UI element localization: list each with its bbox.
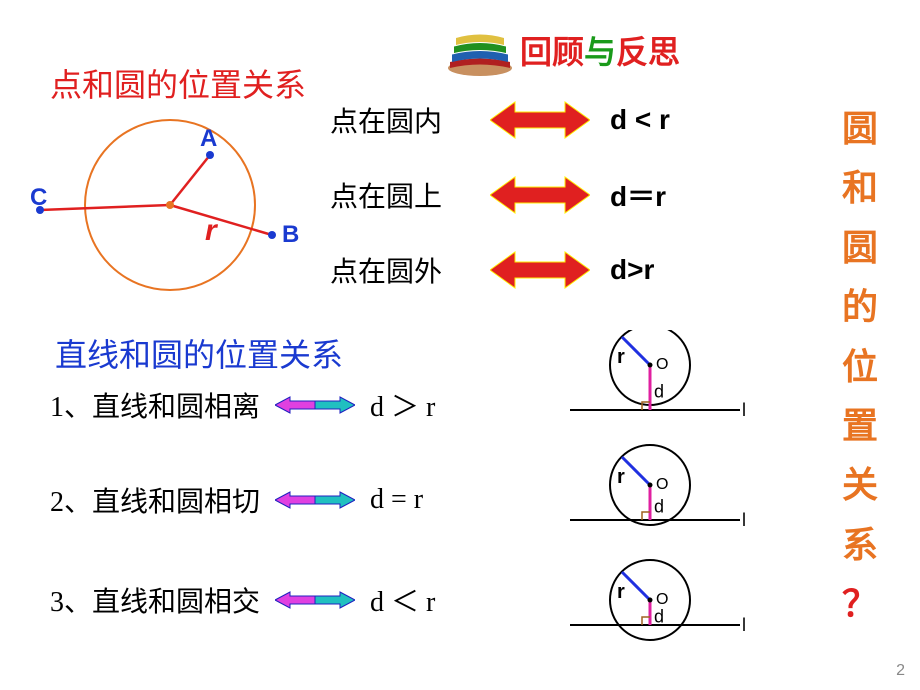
formula: d < r bbox=[610, 104, 670, 136]
line-circle-diagram: r O d l bbox=[560, 545, 740, 645]
svg-text:A: A bbox=[200, 125, 217, 152]
svg-text:l: l bbox=[742, 510, 746, 530]
formula: d ＜ r bbox=[370, 580, 435, 620]
row-label: 点在圆内 bbox=[330, 100, 470, 140]
line-row: 2、直线和圆相切 d = r bbox=[50, 480, 423, 520]
formula: d>r bbox=[610, 254, 654, 286]
banner-text: 回顾与反思 bbox=[520, 27, 680, 73]
svg-text:d: d bbox=[654, 497, 664, 517]
svg-text:C: C bbox=[30, 184, 47, 211]
double-arrow-small-icon bbox=[275, 590, 355, 610]
double-arrow-icon bbox=[490, 100, 590, 140]
vertical-title: 圆和圆的位置关系？ bbox=[840, 100, 880, 635]
books-icon bbox=[440, 20, 520, 80]
row-label: 1、直线和圆相离 bbox=[50, 385, 260, 425]
svg-text:O: O bbox=[656, 591, 668, 608]
row-label: 点在圆上 bbox=[330, 175, 470, 215]
line-row: 3、直线和圆相交 d ＜ r bbox=[50, 580, 435, 620]
svg-text:B: B bbox=[282, 221, 299, 248]
svg-text:O: O bbox=[656, 476, 668, 493]
svg-text:d: d bbox=[654, 382, 664, 402]
point-circle-diagram: A B C r bbox=[30, 110, 310, 310]
double-arrow-icon bbox=[490, 250, 590, 290]
page-number: 2 bbox=[896, 662, 905, 680]
row-label: 3、直线和圆相交 bbox=[50, 580, 260, 620]
svg-text:d: d bbox=[654, 607, 664, 627]
svg-text:r: r bbox=[617, 581, 625, 603]
svg-text:r: r bbox=[617, 466, 625, 488]
svg-text:O: O bbox=[656, 356, 668, 373]
row-label: 2、直线和圆相切 bbox=[50, 480, 260, 520]
header-banner: 回顾与反思 bbox=[440, 20, 680, 80]
svg-text:l: l bbox=[742, 615, 746, 635]
formula: d ＞ r bbox=[370, 385, 435, 425]
row-label: 点在圆外 bbox=[330, 250, 470, 290]
formula: d＝r bbox=[610, 175, 666, 215]
title-line-circle: 直线和圆的位置关系 bbox=[55, 330, 343, 376]
double-arrow-small-icon bbox=[275, 395, 355, 415]
double-arrow-icon bbox=[490, 175, 590, 215]
svg-text:r: r bbox=[617, 346, 625, 368]
point-row: 点在圆内 d < r bbox=[330, 100, 670, 140]
line-row: 1、直线和圆相离 d ＞ r bbox=[50, 385, 435, 425]
svg-text:l: l bbox=[742, 400, 746, 420]
line-circle-diagram: r O d l bbox=[560, 330, 740, 430]
double-arrow-small-icon bbox=[275, 490, 355, 510]
line-circle-diagram: r O d l bbox=[560, 440, 740, 540]
title-point-circle: 点和圆的位置关系 bbox=[50, 60, 306, 106]
formula: d = r bbox=[370, 484, 423, 516]
point-row: 点在圆外 d>r bbox=[330, 250, 654, 290]
point-row: 点在圆上 d＝r bbox=[330, 175, 666, 215]
